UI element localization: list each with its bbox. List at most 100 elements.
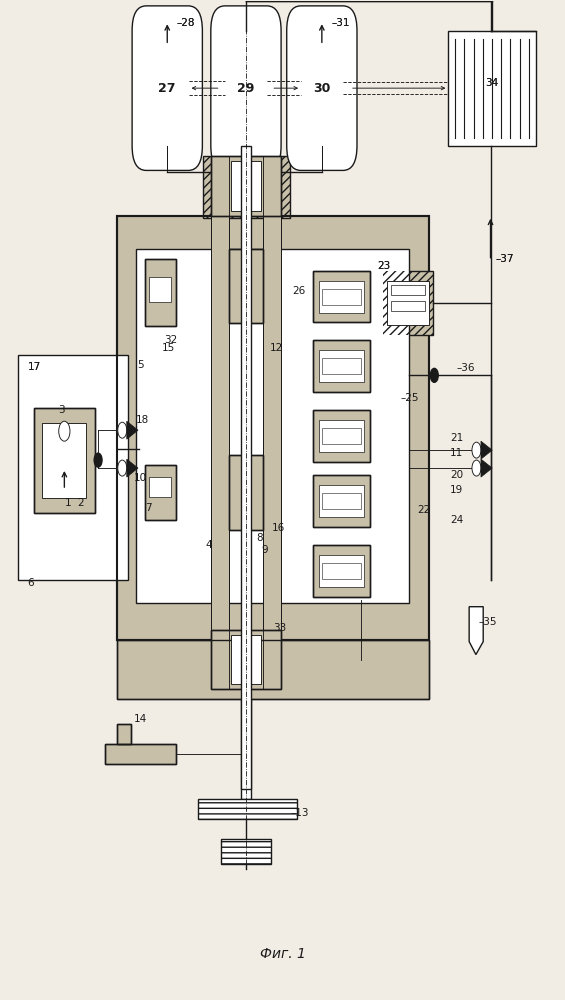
- Bar: [211, 163, 281, 211]
- Text: 4: 4: [205, 540, 212, 550]
- Bar: [319, 281, 364, 313]
- Bar: [314, 545, 370, 597]
- Bar: [211, 156, 229, 689]
- Bar: [319, 555, 364, 587]
- Bar: [106, 744, 176, 764]
- Bar: [116, 640, 429, 699]
- Text: 6: 6: [27, 578, 34, 588]
- Bar: [211, 630, 281, 689]
- Circle shape: [118, 460, 127, 476]
- Bar: [145, 465, 176, 520]
- Bar: [314, 340, 370, 392]
- Bar: [231, 161, 261, 211]
- Bar: [136, 249, 409, 603]
- Bar: [149, 277, 171, 302]
- Circle shape: [431, 368, 438, 382]
- FancyBboxPatch shape: [286, 6, 357, 170]
- Text: 18: 18: [136, 415, 149, 425]
- Bar: [314, 475, 370, 527]
- Bar: [314, 545, 370, 597]
- Text: 33: 33: [273, 623, 286, 633]
- Bar: [211, 156, 281, 216]
- Polygon shape: [481, 441, 492, 459]
- Bar: [145, 259, 176, 326]
- Text: 17: 17: [27, 362, 41, 372]
- Text: 21: 21: [450, 433, 463, 443]
- Bar: [319, 420, 364, 452]
- Bar: [314, 410, 370, 462]
- Text: 15: 15: [162, 343, 176, 353]
- Bar: [245, 1, 246, 172]
- Bar: [221, 839, 271, 864]
- Bar: [116, 216, 429, 640]
- Bar: [391, 301, 425, 311]
- Text: 27: 27: [159, 82, 176, 95]
- Circle shape: [118, 422, 127, 438]
- Text: 26: 26: [293, 286, 306, 296]
- Bar: [229, 249, 263, 323]
- Text: 12: 12: [270, 343, 284, 353]
- Bar: [116, 640, 429, 699]
- Circle shape: [472, 460, 481, 476]
- Text: 9: 9: [261, 545, 268, 555]
- Text: –31: –31: [332, 18, 350, 28]
- Bar: [145, 259, 176, 326]
- Bar: [34, 408, 95, 513]
- Bar: [116, 724, 131, 744]
- Bar: [145, 465, 176, 520]
- Text: 10: 10: [134, 473, 147, 483]
- Text: 29: 29: [237, 82, 255, 95]
- Bar: [322, 493, 361, 509]
- Polygon shape: [469, 607, 483, 655]
- Bar: [241, 699, 251, 799]
- FancyBboxPatch shape: [211, 6, 281, 170]
- Text: 16: 16: [271, 523, 285, 533]
- Text: –36: –36: [457, 363, 475, 373]
- Bar: [18, 355, 128, 580]
- Bar: [106, 744, 176, 764]
- Bar: [229, 455, 263, 530]
- Text: 34: 34: [485, 78, 498, 88]
- Bar: [116, 216, 429, 640]
- Text: 32: 32: [164, 335, 178, 345]
- Bar: [263, 156, 281, 689]
- Bar: [116, 724, 131, 744]
- Circle shape: [94, 453, 102, 467]
- Bar: [203, 156, 290, 218]
- Bar: [229, 249, 263, 323]
- Text: –13: –13: [291, 808, 310, 818]
- Text: 17: 17: [27, 362, 41, 372]
- Bar: [314, 410, 370, 462]
- Text: –37: –37: [495, 254, 514, 264]
- Bar: [211, 156, 281, 216]
- Text: Фиг. 1: Фиг. 1: [259, 947, 306, 961]
- Text: 23: 23: [377, 261, 390, 271]
- Bar: [116, 640, 429, 699]
- Text: 24: 24: [450, 515, 463, 525]
- Bar: [229, 249, 263, 323]
- Bar: [322, 358, 361, 374]
- Bar: [387, 281, 429, 325]
- Text: 5: 5: [137, 360, 144, 370]
- Bar: [203, 156, 290, 218]
- Bar: [314, 271, 370, 322]
- Text: –37: –37: [495, 254, 514, 264]
- Text: –28: –28: [177, 18, 195, 28]
- Bar: [145, 259, 176, 326]
- Bar: [211, 156, 281, 216]
- Text: 7: 7: [145, 503, 152, 513]
- Bar: [198, 799, 297, 819]
- Bar: [149, 477, 171, 497]
- Bar: [211, 156, 229, 689]
- Bar: [322, 289, 361, 305]
- Text: 23: 23: [377, 261, 390, 271]
- Text: 2: 2: [77, 498, 84, 508]
- Text: –28: –28: [177, 18, 195, 28]
- Bar: [383, 271, 433, 335]
- Bar: [314, 475, 370, 527]
- FancyBboxPatch shape: [132, 6, 202, 170]
- Bar: [319, 485, 364, 517]
- Text: 34: 34: [485, 78, 498, 88]
- Bar: [211, 630, 281, 689]
- Bar: [34, 408, 95, 513]
